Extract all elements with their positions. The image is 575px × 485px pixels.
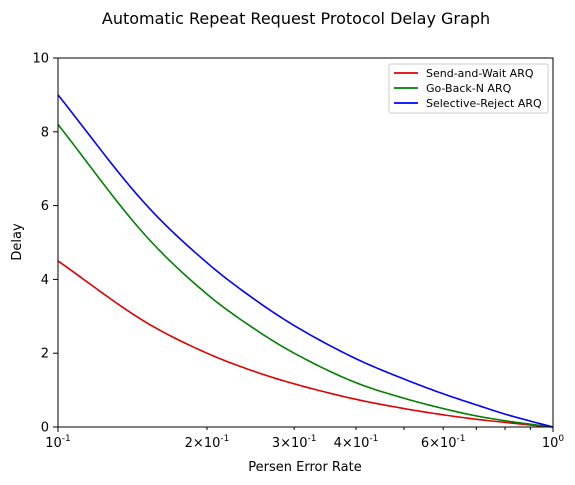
x-tick-label: 100 <box>542 434 565 451</box>
x-axis-ticks: 10-1 2×10-1 3×10-1 4×10-1 6×10-1 100 <box>45 427 564 451</box>
y-tick-label: 0 <box>41 421 49 436</box>
chart-title: Automatic Repeat Request Protocol Delay … <box>102 9 490 28</box>
plot-area <box>57 57 554 428</box>
legend-label: Selective-Reject ARQ <box>426 97 542 110</box>
legend-box <box>388 63 549 114</box>
series-line-1 <box>57 260 554 428</box>
x-tick-label: 2×10-1 <box>185 434 230 451</box>
x-tick-label: 4×10-1 <box>334 434 379 451</box>
y-axis-label: Delay <box>10 223 25 261</box>
series-line-2 <box>57 123 554 428</box>
y-tick-label: 2 <box>41 347 49 362</box>
legend: Send-and-Wait ARQ Go-Back-N ARQ Selective-… <box>388 63 549 114</box>
x-tick-label: 10-1 <box>45 434 71 451</box>
y-tick-label: 6 <box>41 199 49 214</box>
x-tick-label: 3×10-1 <box>272 434 317 451</box>
y-tick-label: 8 <box>41 125 49 140</box>
legend-label: Go-Back-N ARQ <box>426 82 512 95</box>
x-tick-label: 6×10-1 <box>421 434 466 451</box>
series-lines <box>57 94 554 428</box>
legend-label: Send-and-Wait ARQ <box>426 67 534 80</box>
y-tick-label: 10 <box>32 52 49 67</box>
y-axis-ticks: 0 2 4 6 8 10 <box>32 52 58 436</box>
plot-frame <box>57 57 554 428</box>
x-axis-label: Persen Error Rate <box>248 460 362 475</box>
series-line-3 <box>57 94 554 428</box>
y-tick-label: 4 <box>41 273 49 288</box>
